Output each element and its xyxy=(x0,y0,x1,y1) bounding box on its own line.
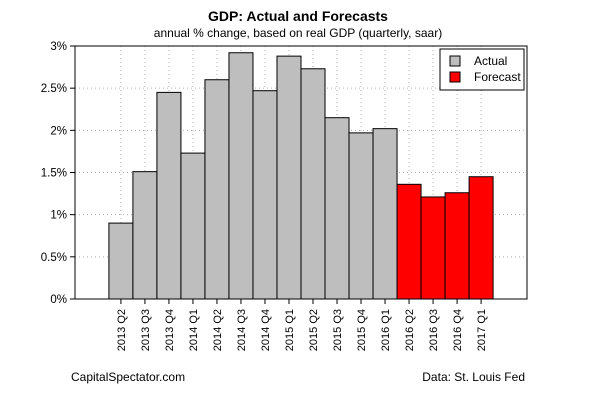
legend-label-actual: Actual xyxy=(474,54,507,68)
x-tick-label: 2016 Q1 xyxy=(380,309,392,351)
bar-actual xyxy=(180,152,206,300)
y-tick-label: 0.5% xyxy=(41,252,67,264)
y-axis: 0% 0.5% 1% 1.5% 2% 2.5% 3% xyxy=(41,41,75,306)
x-tick-label: 2015 Q3 xyxy=(332,309,344,351)
legend-swatch-actual xyxy=(449,55,461,67)
bar-forecast xyxy=(468,176,494,300)
x-tick-label: 2017 Q1 xyxy=(476,309,488,351)
y-tick-label: 1.5% xyxy=(41,168,67,180)
x-tick-label: 2016 Q3 xyxy=(428,309,440,351)
y-tick-label: 0% xyxy=(50,294,67,306)
y-tick-label: 2% xyxy=(50,125,67,137)
x-tick-label: 2015 Q2 xyxy=(308,309,320,351)
x-axis: 2013 Q2 2013 Q3 2013 Q4 2014 Q1 2014 Q2 2014 … xyxy=(116,299,488,351)
bar-actual xyxy=(252,90,278,300)
bar-actual xyxy=(204,79,230,300)
x-tick-label: 2015 Q4 xyxy=(356,309,368,351)
plot-frame xyxy=(74,45,528,300)
bar-actual xyxy=(300,68,326,300)
bar-forecast xyxy=(396,183,422,300)
chart-subtitle: annual % change, based on real GDP (quar… xyxy=(154,26,442,40)
x-tick-label: 2014 Q4 xyxy=(260,309,272,351)
x-tick-label: 2014 Q3 xyxy=(236,309,248,351)
y-tick-label: 3% xyxy=(50,41,67,53)
legend: Actual Forecast xyxy=(439,48,525,91)
x-tick-label: 2013 Q2 xyxy=(116,309,128,351)
x-tick-label: 2016 Q4 xyxy=(452,309,464,351)
x-tick-label: 2015 Q1 xyxy=(284,309,296,351)
legend-label-forecast: Forecast xyxy=(474,70,521,84)
bar-actual xyxy=(324,117,350,300)
bar-forecast xyxy=(444,192,470,300)
bar-actual xyxy=(132,171,158,300)
bar-actual xyxy=(348,132,374,300)
bars xyxy=(108,52,494,300)
bar-forecast xyxy=(420,196,446,300)
bar-actual xyxy=(228,52,254,300)
y-tick-label: 1% xyxy=(50,210,67,222)
chart-title: GDP: Actual and Forecasts xyxy=(208,8,388,24)
bar-actual xyxy=(108,222,134,300)
bar-actual xyxy=(156,91,182,300)
x-tick-label: 2013 Q4 xyxy=(164,309,176,351)
legend-swatch-forecast xyxy=(449,71,461,83)
x-tick-label: 2014 Q1 xyxy=(188,309,200,351)
source-left: CapitalSpectator.com xyxy=(71,370,185,384)
x-tick-label: 2013 Q3 xyxy=(140,309,152,351)
bar-actual xyxy=(372,128,398,300)
x-tick-label: 2014 Q2 xyxy=(212,309,224,351)
y-tick-label: 2.5% xyxy=(41,83,67,95)
bar-actual xyxy=(276,55,302,300)
x-tick-label: 2016 Q2 xyxy=(404,309,416,351)
source-right: Data: St. Louis Fed xyxy=(422,370,525,384)
